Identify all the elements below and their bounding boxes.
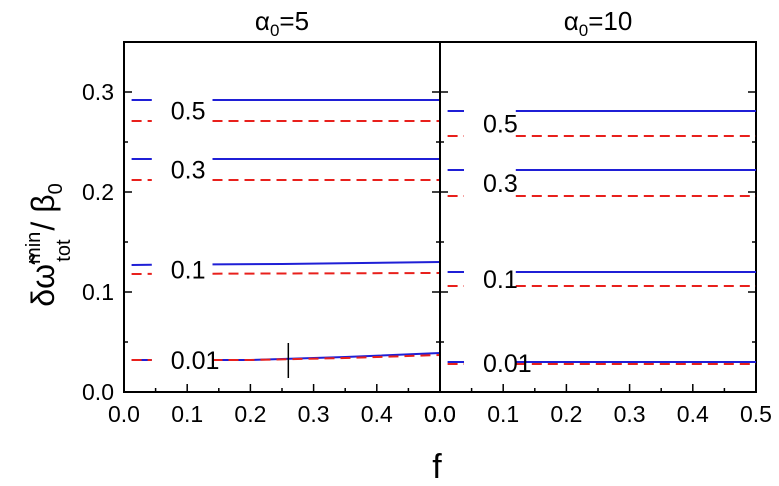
panel-title-value: =10	[588, 6, 632, 36]
curve-0.1: 0.1	[131, 257, 441, 285]
curve-label: 0.3	[171, 157, 206, 185]
y-label-delta: δ	[25, 289, 61, 307]
x-tick-label: 0.1	[171, 401, 203, 427]
y-label-beta: β	[25, 194, 61, 212]
x-tick-label: 0.5	[740, 401, 772, 427]
x-axis-label: f	[432, 448, 442, 486]
curve-label: 0.01	[171, 347, 220, 375]
x-tick-label: 0.3	[614, 401, 646, 427]
y-tick-label: 0.0	[82, 379, 114, 405]
panel-title: α0=5	[255, 6, 309, 40]
curve-0.3: 0.3	[131, 157, 440, 185]
curve-0.01: 0.01	[447, 350, 756, 378]
panel-title-value: =5	[279, 6, 309, 36]
y-tick-label: 0.1	[82, 279, 114, 305]
y-tick-label: 0.2	[82, 179, 114, 205]
curve-0.5: 0.5	[447, 110, 756, 139]
curve-label: 0.1	[483, 266, 518, 294]
panel-2: α0=10 0.0 0.1 0.2 0.3 0.4 0.5 0.5 0.3 0.1 0.01	[424, 6, 772, 427]
y-label-slash: /	[25, 213, 61, 240]
x-tick-label: 0.4	[361, 401, 393, 427]
x-tick-label: 0.2	[550, 401, 582, 427]
x-tick-label: 0.0	[424, 401, 456, 427]
curve-0.01: 0.01	[131, 347, 441, 375]
x-tick-label: 0.2	[234, 401, 266, 427]
panel-title-sub: 0	[579, 21, 588, 40]
series-line-solid	[212, 261, 441, 266]
plot-frame	[123, 41, 441, 393]
curve-label: 0.5	[171, 98, 206, 126]
panels: α0=50.0 0.1 0.2 0.3 0.4 0.00.00.10.20.30.50.3…	[82, 6, 772, 427]
x-tick-label: 0.1	[487, 401, 519, 427]
x-tick-label: 0.3	[298, 401, 330, 427]
y-label-beta-sub: 0	[45, 183, 67, 194]
curve-label: 0.1	[171, 257, 206, 285]
panel-title: α0=10	[564, 6, 633, 40]
x-tick-label: 0.4	[677, 401, 709, 427]
series-line-dashed	[212, 272, 441, 275]
curve-label: 0.01	[483, 350, 532, 378]
y-label-sub: tot	[53, 239, 75, 262]
panel-title-greek: α	[255, 6, 270, 36]
panel-title-sub: 0	[270, 21, 279, 40]
curve-label: 0.5	[483, 111, 518, 139]
x-tick-label: 0.0	[424, 401, 456, 427]
panel-title-greek: α	[564, 6, 579, 36]
plot-frame	[439, 41, 757, 393]
curve-0.1: 0.1	[447, 266, 756, 294]
curve-0.5: 0.5	[131, 98, 440, 126]
x-tick-label: 0.0	[108, 401, 140, 427]
series-line-dashed	[212, 354, 441, 361]
panel-1: α0=50.0 0.1 0.2 0.3 0.4 0.00.00.10.20.30.50.3…	[82, 6, 456, 427]
y-label-sup: min	[23, 232, 45, 264]
y-axis-label: δω̃min tot / β0	[23, 183, 75, 306]
curve-label: 0.3	[483, 170, 518, 198]
y-tick-label: 0.3	[82, 79, 114, 105]
curve-0.3: 0.3	[447, 169, 756, 198]
